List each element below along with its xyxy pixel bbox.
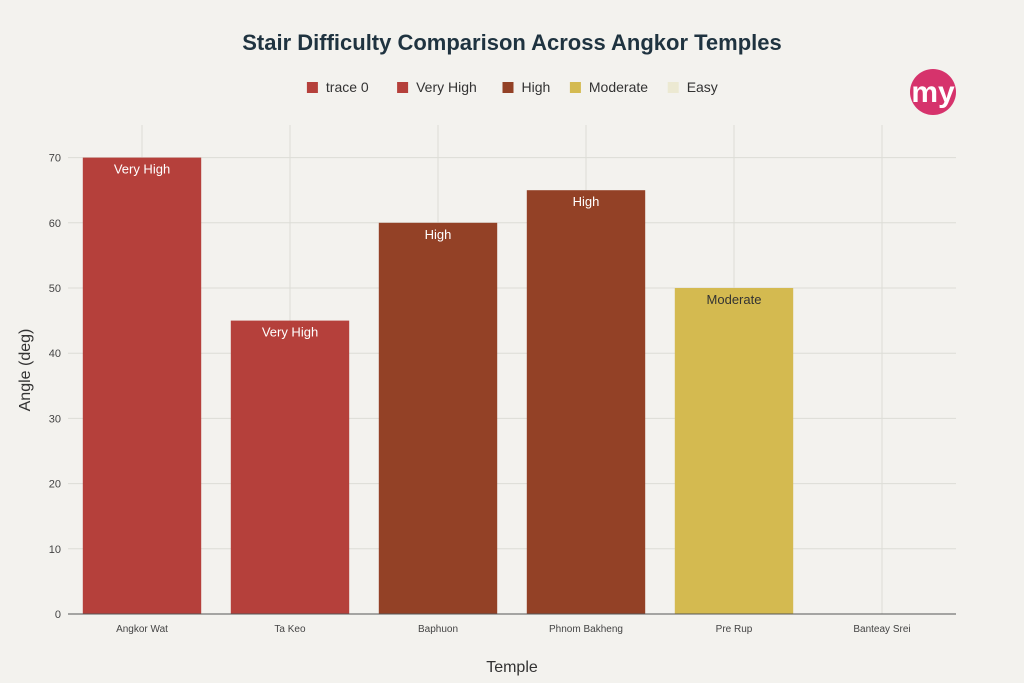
legend-label: Moderate — [589, 79, 648, 95]
bar[interactable] — [378, 222, 498, 615]
bar-labels: Very High Very High High High Moderate — [114, 162, 762, 340]
x-tick-label: Baphuon — [418, 624, 458, 635]
bar[interactable] — [230, 320, 350, 614]
bar-data-label: Very High — [114, 162, 170, 177]
legend-swatch — [667, 82, 679, 93]
x-tick-label: Phnom Bakheng — [549, 624, 623, 635]
y-tick-label: 40 — [49, 348, 61, 360]
legend-swatch — [397, 82, 409, 93]
y-tick-label: 0 — [55, 609, 61, 621]
x-tick-label: Ta Keo — [274, 624, 306, 635]
y-tick-label: 30 — [49, 413, 61, 425]
legend-item[interactable]: Moderate — [569, 79, 648, 95]
legend-item[interactable]: Easy — [667, 79, 718, 95]
bar[interactable] — [674, 288, 794, 614]
chart-title: Stair Difficulty Comparison Across Angko… — [242, 30, 782, 55]
x-axis-label: Temple — [486, 659, 538, 676]
bars — [82, 157, 794, 615]
legend-label: High — [522, 79, 551, 95]
y-axis-ticks: 0 10 20 30 40 50 60 70 — [49, 153, 61, 621]
y-tick-label: 70 — [49, 153, 61, 165]
y-tick-label: 50 — [49, 283, 61, 295]
legend-label: trace 0 — [326, 79, 369, 95]
logo-badge — [910, 69, 956, 115]
brand-logo[interactable]: my — [910, 69, 956, 115]
legend-swatch — [306, 82, 318, 93]
x-axis-ticks: Angkor Wat Ta Keo Baphuon Phnom Bakheng Pre … — [116, 624, 911, 635]
legend-item[interactable]: High — [502, 79, 551, 95]
bar-data-label: Moderate — [707, 292, 762, 307]
x-tick-label: Pre Rup — [716, 624, 753, 635]
legend-item[interactable]: Very High — [397, 79, 477, 95]
y-tick-label: 60 — [49, 218, 61, 230]
y-tick-label: 20 — [49, 479, 61, 491]
bar[interactable] — [82, 157, 202, 614]
bar-data-label: High — [425, 227, 452, 242]
logo-text: my — [911, 76, 955, 109]
legend: trace 0 Very High High Moderate Easy — [306, 79, 718, 95]
legend-label: Easy — [687, 79, 718, 95]
y-tick-label: 10 — [49, 544, 61, 556]
bar-data-label: Very High — [262, 325, 318, 340]
legend-swatch — [502, 82, 514, 93]
legend-item[interactable]: trace 0 — [306, 79, 369, 95]
legend-swatch — [569, 82, 581, 93]
bar-data-label: High — [573, 194, 600, 209]
legend-label: Very High — [416, 79, 477, 95]
y-axis-label: Angle (deg) — [17, 329, 34, 412]
x-tick-label: Banteay Srei — [853, 624, 910, 635]
bar[interactable] — [526, 190, 646, 614]
x-tick-label: Angkor Wat — [116, 624, 168, 635]
